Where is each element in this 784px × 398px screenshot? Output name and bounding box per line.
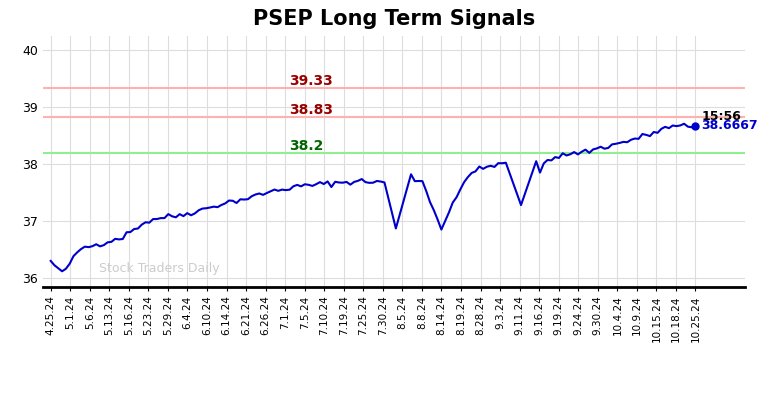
Title: PSEP Long Term Signals: PSEP Long Term Signals bbox=[252, 9, 535, 29]
Text: 38.2: 38.2 bbox=[289, 139, 324, 153]
Text: 39.33: 39.33 bbox=[289, 74, 333, 88]
Text: 38.6667: 38.6667 bbox=[701, 119, 758, 133]
Text: 38.83: 38.83 bbox=[289, 103, 333, 117]
Text: Stock Traders Daily: Stock Traders Daily bbox=[100, 261, 220, 275]
Text: 15:56: 15:56 bbox=[701, 110, 741, 123]
